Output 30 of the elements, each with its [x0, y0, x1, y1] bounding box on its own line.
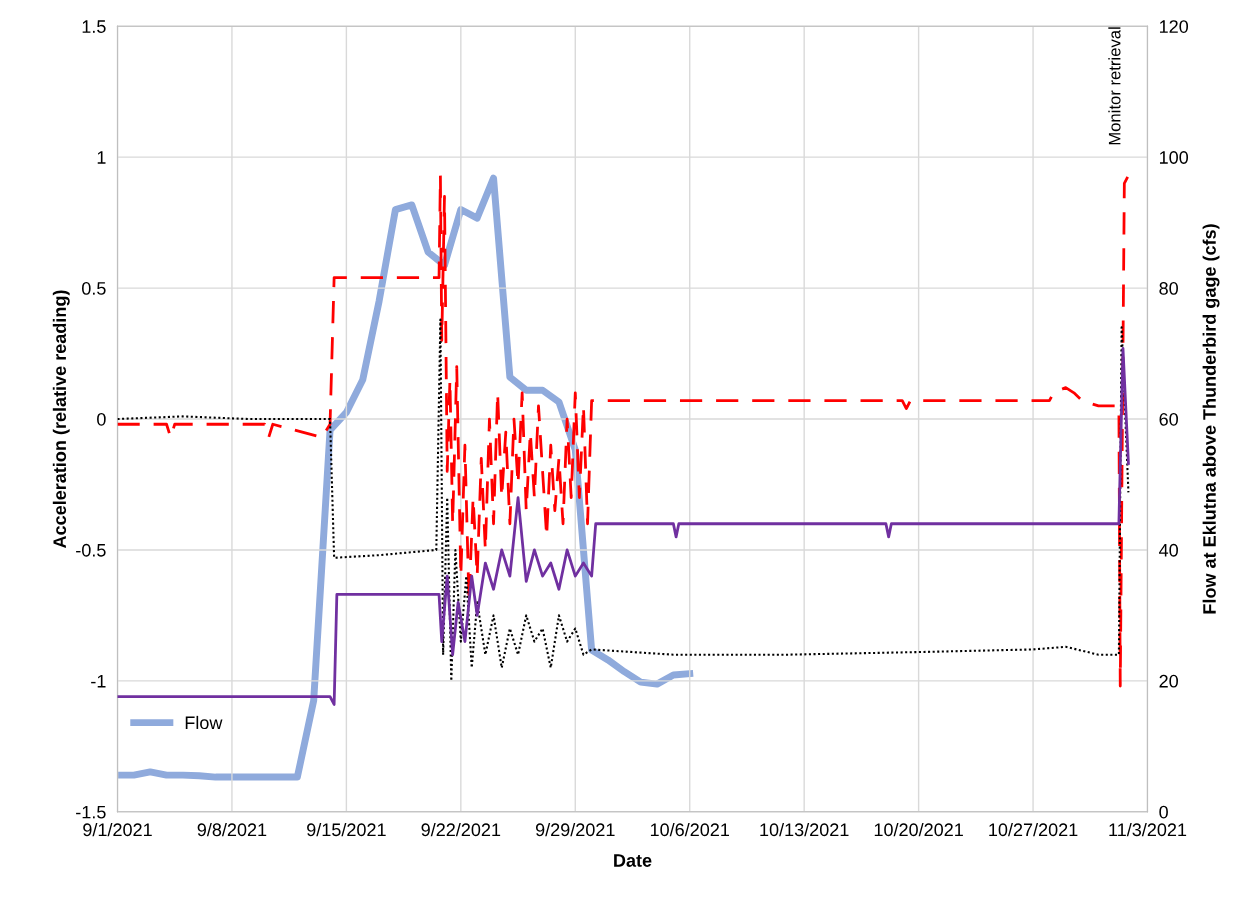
y-tick-label: 0.5: [82, 282, 106, 295]
x-tick-label: 10/13/2021: [760, 822, 849, 837]
x-tick-label: 9/29/2021: [535, 822, 615, 837]
x-axis-title: Date: [614, 854, 652, 867]
y-tick-label: -1: [91, 674, 106, 688]
y2-tick-label: 120: [1159, 20, 1189, 33]
y2-tick-label: 80: [1159, 282, 1178, 295]
y-tick-label: 0: [97, 412, 106, 426]
x-tick-label: 10/6/2021: [650, 822, 730, 837]
x-tick-label: 9/8/2021: [197, 822, 267, 837]
y-tick-label: -0.5: [76, 543, 106, 557]
y2-tick-label: 0: [1159, 805, 1168, 819]
annotation: Monitor retrieval: [1108, 27, 1121, 145]
x-tick-label: 9/1/2021: [83, 822, 152, 837]
y-tick-label: 1: [97, 151, 106, 164]
y2-tick-label: 60: [1159, 412, 1178, 426]
x-tick-label: 9/22/2021: [421, 822, 501, 837]
x-tick-label: 11/3/2021: [1109, 822, 1187, 837]
x-tick-label: 10/20/2021: [874, 822, 963, 837]
y-tick-label: 1.5: [82, 20, 106, 33]
y-axis-title: Acceleration (relative reading): [52, 290, 70, 548]
y2-tick-label: 40: [1159, 543, 1178, 557]
y-tick-label: -1.5: [76, 805, 106, 819]
y2-axis-title: Flow at Eklutna above Thunderbird gage (cfs): [1202, 224, 1220, 614]
y2-tick-label: 100: [1159, 151, 1189, 164]
line-series: [117, 174, 1130, 688]
x-tick-label: 9/15/2021: [307, 822, 386, 837]
y2-tick-label: 20: [1159, 674, 1178, 688]
x-tick-label: 10/27/2021: [989, 822, 1078, 837]
legend-label: Flow: [185, 715, 223, 730]
